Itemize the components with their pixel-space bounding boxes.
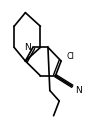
Text: N: N [75,86,81,95]
Text: Cl: Cl [67,52,74,61]
Text: N: N [24,43,31,52]
